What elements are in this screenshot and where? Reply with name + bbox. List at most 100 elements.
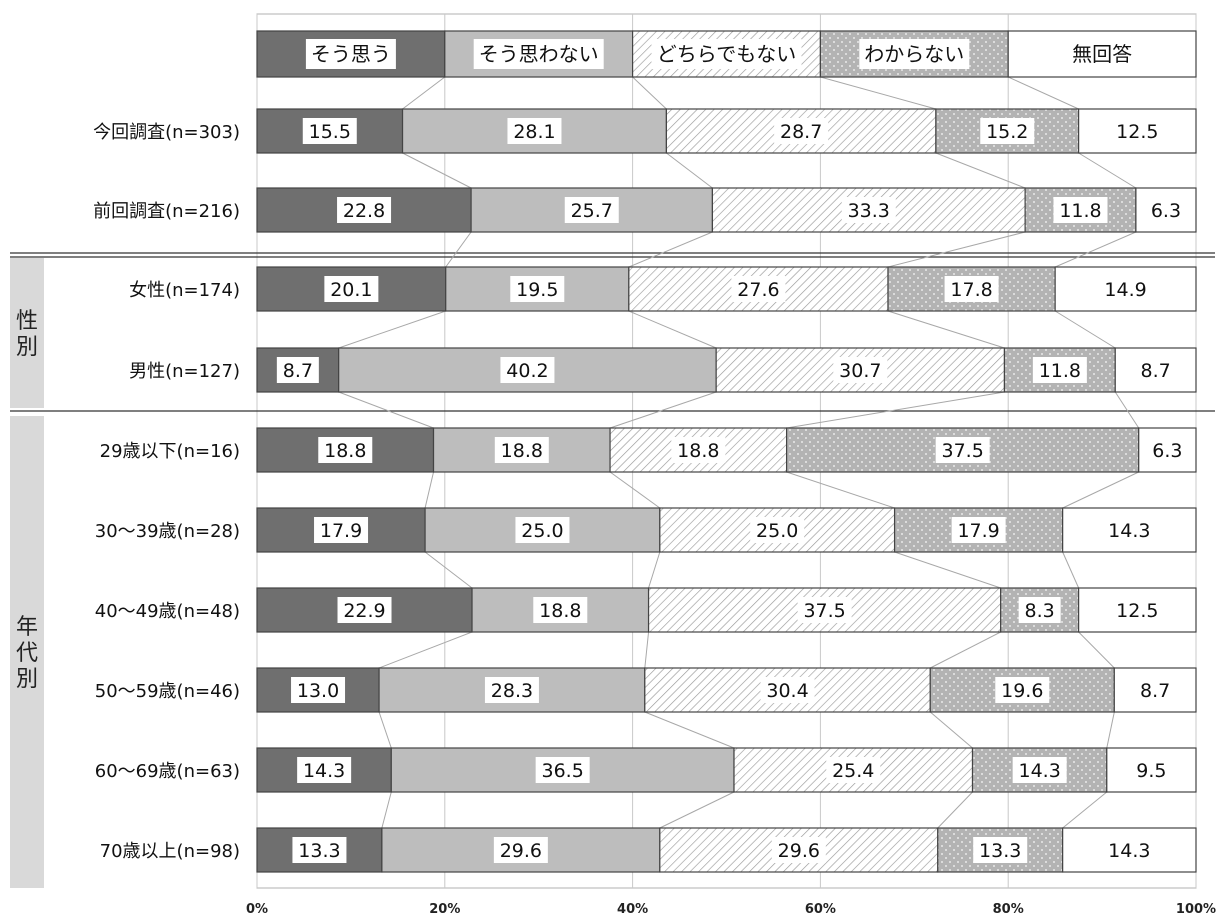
value-label-bg <box>826 757 881 783</box>
bar-segment <box>1138 427 1197 473</box>
value-label: 8.7 <box>283 360 313 382</box>
connector-line <box>1054 231 1137 268</box>
value-label: 12.5 <box>1116 600 1158 622</box>
category-label: 前回調査(n=216) <box>93 201 240 222</box>
value-label-bg <box>515 517 570 543</box>
connector-line <box>402 76 446 110</box>
value-label-bg <box>1053 197 1108 223</box>
value-label-bg <box>500 357 555 383</box>
value-label-bg <box>750 517 805 543</box>
value-label: 8.3 <box>1025 600 1055 622</box>
bar-segment <box>256 108 404 154</box>
value-label: 6.3 <box>1151 200 1181 222</box>
legend-label-bg <box>859 39 970 69</box>
group-label: 別 <box>16 667 38 692</box>
value-label: 13.3 <box>298 840 340 862</box>
connector-line <box>445 231 472 268</box>
connector-line <box>929 711 973 749</box>
legend-label-bg <box>651 39 802 69</box>
connector-line <box>644 711 735 749</box>
group-label: 性 <box>16 309 38 334</box>
value-label: 17.9 <box>957 520 999 542</box>
value-label: 20.1 <box>330 279 372 301</box>
value-label-bg <box>935 437 990 463</box>
legend-label: 無回答 <box>1072 42 1132 66</box>
value-label-bg <box>1012 757 1067 783</box>
category-label: 男性(n=127) <box>129 361 240 382</box>
group-label: 代 <box>16 641 38 666</box>
connector-line <box>628 231 713 268</box>
connector-line <box>378 711 392 749</box>
value-label: 18.8 <box>677 440 719 462</box>
connector-line <box>659 791 735 829</box>
connector-line <box>1114 391 1140 429</box>
value-label-bg <box>314 517 369 543</box>
value-label: 15.2 <box>986 121 1028 143</box>
value-label: 37.5 <box>803 600 845 622</box>
value-label-bg <box>980 118 1035 144</box>
connector-line <box>894 551 1001 589</box>
connector-line <box>338 310 446 349</box>
connector-line <box>424 551 473 589</box>
legend-label: わからない <box>864 42 964 66</box>
value-label-bg <box>833 357 888 383</box>
x-tick-label: 0% <box>246 902 268 917</box>
bar-segment <box>338 347 717 393</box>
value-label-bg <box>1018 597 1061 623</box>
bar-segment <box>893 507 1064 553</box>
category-label: 70歳以上(n=98) <box>100 841 240 862</box>
value-label: 9.5 <box>1136 760 1166 782</box>
group-band <box>10 416 44 888</box>
value-label: 14.3 <box>303 760 345 782</box>
value-label-bg <box>302 118 357 144</box>
bars: 15.5 28.1 28.7 15.2 12.5 22.8 25.7 33.3 11.8 6.3 2… <box>256 108 1197 873</box>
connector-line <box>402 152 472 189</box>
value-label: 37.5 <box>942 440 984 462</box>
category-label: 30～39歳(n=28) <box>95 521 240 542</box>
x-tick-label: 100% <box>1176 902 1216 917</box>
group-band <box>10 258 44 408</box>
connector-line <box>1054 310 1116 349</box>
category-label: 今回調査(n=303) <box>93 122 240 143</box>
connector-line <box>378 631 473 669</box>
connector-line <box>648 551 661 589</box>
value-label: 14.3 <box>1019 760 1061 782</box>
connector-line <box>424 471 435 509</box>
x-tick-label: 60% <box>805 902 836 917</box>
value-label: 11.8 <box>1059 200 1101 222</box>
category-label: 50～59歳(n=46) <box>95 681 240 702</box>
category-label: 29歳以下(n=16) <box>100 441 240 462</box>
connector-line <box>666 152 713 189</box>
value-label-bg <box>944 276 999 302</box>
legend-label: そう思わない <box>479 42 599 66</box>
connector-line <box>887 231 1026 268</box>
connector-line <box>887 310 1005 349</box>
value-label-bg <box>510 276 565 302</box>
connector-line <box>937 791 973 829</box>
value-label: 18.8 <box>324 440 366 462</box>
bar-segment <box>1054 266 1197 312</box>
connector-line <box>628 310 717 349</box>
value-label: 11.8 <box>1039 360 1081 382</box>
value-label: 27.6 <box>737 279 779 301</box>
connector-line <box>1106 711 1115 749</box>
legend-label: どちらでもない <box>657 42 796 66</box>
value-label-bg <box>324 276 379 302</box>
connector-lines <box>338 76 1140 829</box>
category-label: 女性(n=174) <box>129 280 240 301</box>
value-label-bg <box>337 197 392 223</box>
connector-line <box>1078 152 1137 189</box>
value-label-bg <box>493 837 548 863</box>
x-tick-label: 80% <box>993 902 1024 917</box>
connector-line <box>1078 631 1115 669</box>
value-label: 18.8 <box>501 440 543 462</box>
value-label: 14.3 <box>1108 520 1150 542</box>
value-label-bg <box>484 677 539 703</box>
value-label-bg <box>297 757 352 783</box>
connector-line <box>1007 76 1079 110</box>
value-label-bg <box>841 197 896 223</box>
value-label: 18.8 <box>539 600 581 622</box>
connector-line <box>632 76 667 110</box>
bar-segment <box>1114 347 1197 393</box>
